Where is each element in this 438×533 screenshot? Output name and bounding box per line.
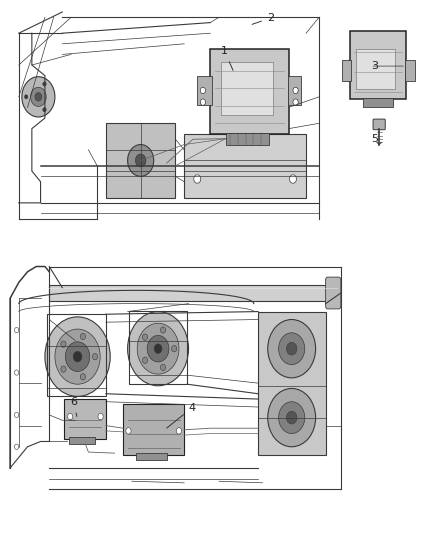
- Circle shape: [268, 319, 316, 378]
- Circle shape: [22, 77, 55, 117]
- Circle shape: [290, 175, 297, 183]
- Circle shape: [172, 345, 177, 352]
- Text: 3: 3: [371, 61, 378, 71]
- Circle shape: [286, 411, 297, 424]
- Circle shape: [127, 144, 154, 176]
- Bar: [197, 76, 212, 105]
- Circle shape: [14, 413, 19, 418]
- FancyBboxPatch shape: [325, 277, 341, 309]
- Bar: [69, 437, 95, 444]
- Bar: [356, 49, 395, 89]
- Circle shape: [142, 357, 148, 364]
- Circle shape: [31, 87, 46, 107]
- Bar: [136, 453, 167, 460]
- Circle shape: [160, 327, 166, 333]
- Bar: [49, 285, 336, 301]
- Circle shape: [200, 99, 205, 106]
- Circle shape: [98, 414, 103, 419]
- Circle shape: [43, 108, 46, 112]
- Circle shape: [279, 402, 305, 433]
- Circle shape: [61, 366, 66, 372]
- Bar: [64, 399, 106, 439]
- Circle shape: [200, 87, 205, 94]
- Circle shape: [55, 329, 100, 384]
- Circle shape: [279, 333, 305, 365]
- Circle shape: [126, 427, 131, 434]
- Bar: [405, 60, 415, 81]
- Circle shape: [73, 351, 82, 362]
- Bar: [226, 133, 269, 144]
- FancyBboxPatch shape: [373, 119, 385, 130]
- Circle shape: [268, 389, 316, 447]
- Bar: [106, 123, 176, 198]
- Circle shape: [43, 82, 46, 86]
- Circle shape: [154, 344, 162, 353]
- Circle shape: [14, 444, 19, 449]
- Circle shape: [25, 95, 28, 99]
- Circle shape: [160, 364, 166, 370]
- Circle shape: [293, 87, 298, 94]
- Text: 4: 4: [167, 403, 196, 428]
- Circle shape: [177, 427, 182, 434]
- Circle shape: [137, 323, 179, 374]
- Circle shape: [142, 334, 148, 341]
- Bar: [210, 49, 289, 134]
- Circle shape: [92, 353, 98, 360]
- Bar: [184, 134, 306, 198]
- Bar: [47, 314, 106, 397]
- Bar: [342, 60, 351, 81]
- Bar: [350, 30, 406, 100]
- Circle shape: [45, 317, 110, 397]
- Circle shape: [147, 335, 169, 362]
- Bar: [258, 312, 325, 455]
- Circle shape: [194, 175, 201, 183]
- Text: 2: 2: [252, 13, 274, 25]
- Circle shape: [127, 312, 188, 386]
- Circle shape: [61, 341, 66, 348]
- Bar: [288, 76, 301, 105]
- Bar: [129, 311, 187, 384]
- Circle shape: [35, 93, 42, 101]
- Circle shape: [80, 374, 85, 380]
- Circle shape: [135, 154, 146, 167]
- Text: 5: 5: [371, 134, 378, 144]
- Text: 1: 1: [221, 46, 233, 70]
- Circle shape: [65, 342, 90, 372]
- Circle shape: [293, 99, 298, 106]
- Bar: [123, 405, 184, 455]
- Circle shape: [14, 370, 19, 375]
- Circle shape: [286, 342, 297, 355]
- Circle shape: [14, 327, 19, 333]
- Bar: [363, 98, 393, 108]
- Circle shape: [80, 333, 85, 340]
- Bar: [221, 62, 273, 115]
- Text: 6: 6: [70, 398, 77, 416]
- Circle shape: [67, 414, 73, 419]
